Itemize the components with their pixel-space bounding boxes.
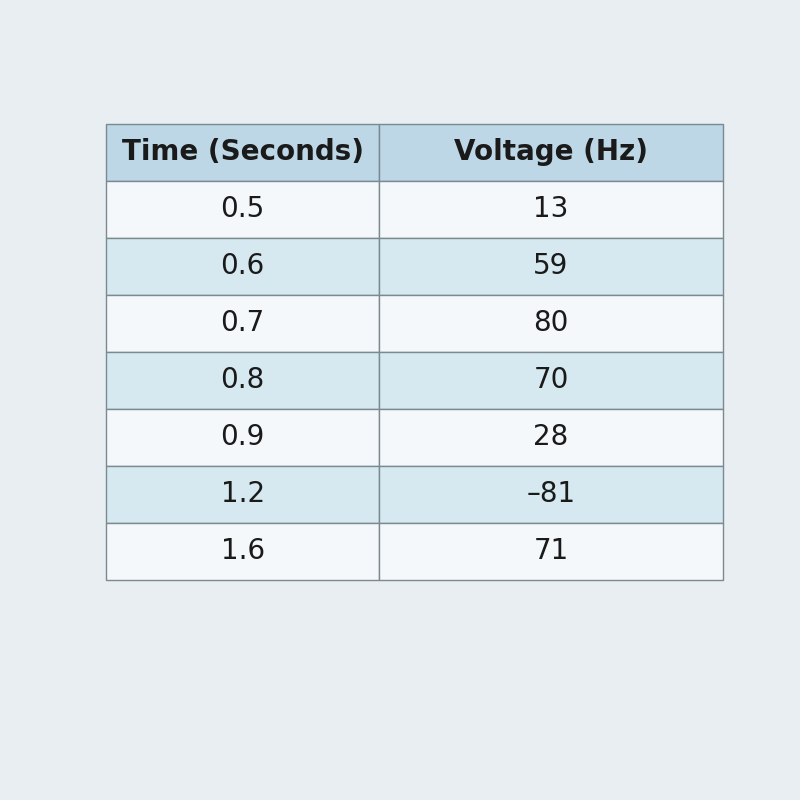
Text: 28: 28 [534, 423, 569, 451]
Text: –81: –81 [526, 480, 576, 508]
Bar [106, 409, 379, 466]
Text: 0.5: 0.5 [221, 195, 265, 223]
Text: 0.8: 0.8 [221, 366, 265, 394]
Text: 0.6: 0.6 [221, 252, 265, 280]
Text: 59: 59 [534, 252, 569, 280]
Bar [106, 294, 379, 352]
Bar [106, 466, 379, 522]
Text: 80: 80 [534, 309, 569, 337]
Bar [379, 466, 723, 522]
Text: 0.9: 0.9 [221, 423, 265, 451]
Bar [379, 238, 723, 294]
Text: 1.2: 1.2 [221, 480, 265, 508]
Text: Time (Seconds): Time (Seconds) [122, 138, 363, 166]
Bar [379, 409, 723, 466]
Bar [379, 124, 723, 181]
Text: 71: 71 [534, 537, 569, 565]
Text: 70: 70 [534, 366, 569, 394]
Text: 1.6: 1.6 [221, 537, 265, 565]
Text: Voltage (Hz): Voltage (Hz) [454, 138, 648, 166]
Bar [379, 352, 723, 409]
Bar [379, 294, 723, 352]
Bar [106, 181, 379, 238]
Text: 0.7: 0.7 [221, 309, 265, 337]
Bar [106, 124, 379, 181]
Bar [379, 522, 723, 579]
Bar [106, 522, 379, 579]
Bar [379, 181, 723, 238]
Text: 13: 13 [534, 195, 569, 223]
Bar [106, 238, 379, 294]
Bar [106, 352, 379, 409]
